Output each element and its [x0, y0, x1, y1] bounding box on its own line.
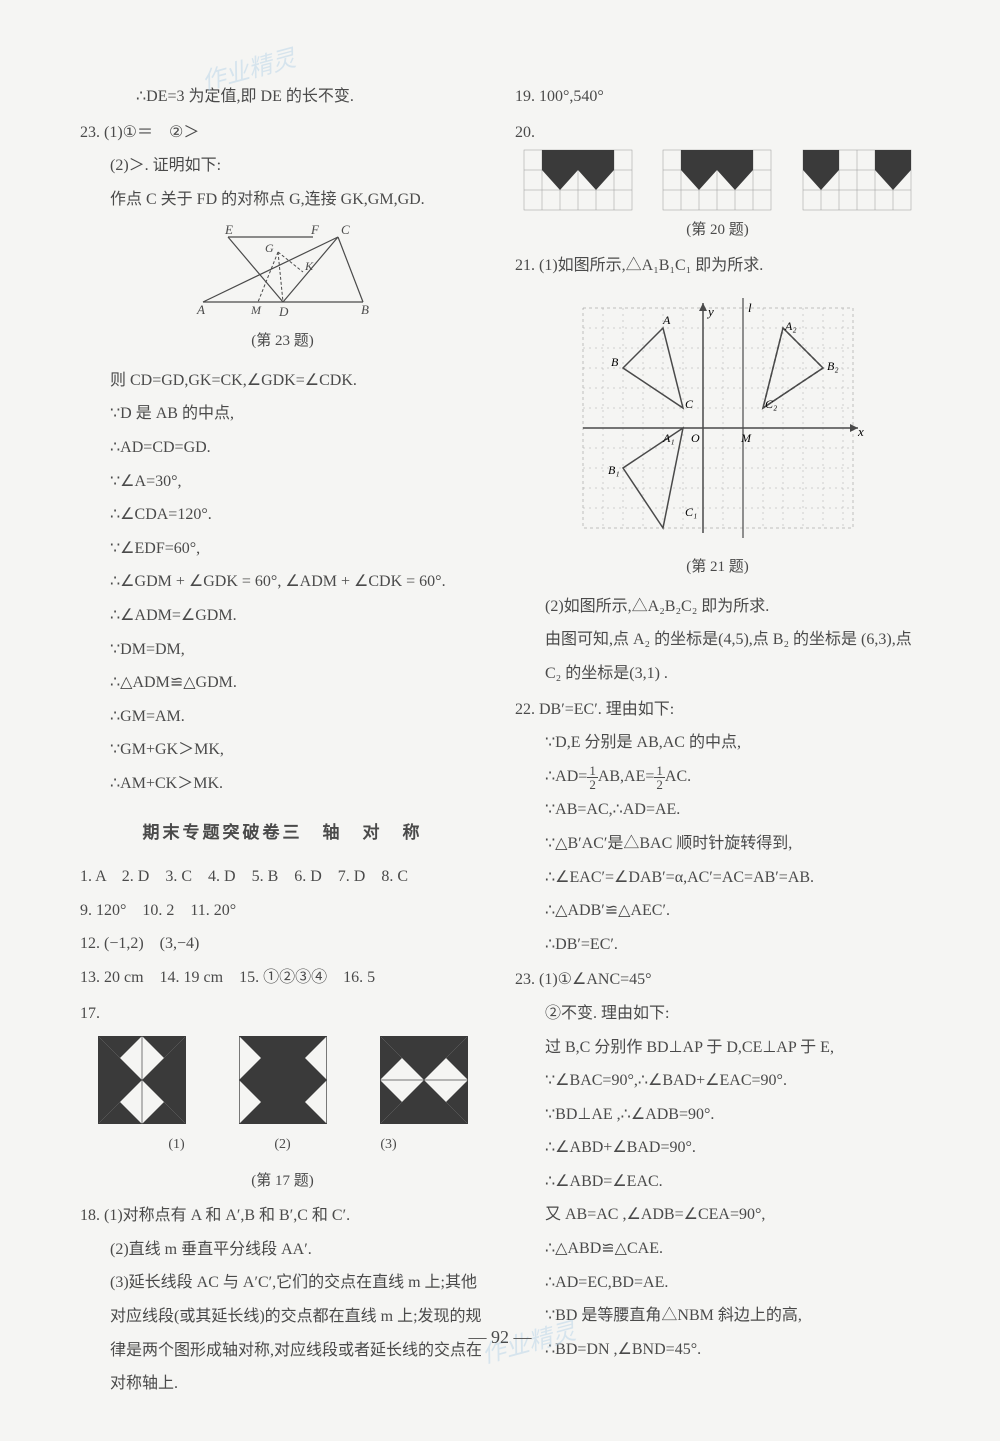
q21-num: 21. — [515, 257, 535, 274]
q23r-p7: ∴∠ABD=∠EAC. — [515, 1165, 920, 1199]
q23r-p6: ∴∠ABD+∠BAD=90°. — [515, 1131, 920, 1165]
line-de: ∴DE=3 为定值,即 DE 的长不变. — [80, 80, 485, 114]
svg-text:E: E — [224, 222, 233, 237]
q23r-p10: ∴AD=EC,BD=AE. — [515, 1266, 920, 1300]
q21-block: 21. (1)如图所示,△A₁B₁C₁ 即为所求. — [515, 249, 920, 283]
answers-row4: 13. 20 cm 14. 19 cm 15. ①②③④ 16. 5 — [80, 961, 485, 995]
svg-text:A: A — [196, 302, 205, 317]
q18-p1: (1)对称点有 A 和 A′,B 和 B′,C 和 C′. — [104, 1207, 350, 1224]
q18-p2: (2)直线 m 垂直平分线段 AA′. — [80, 1233, 485, 1267]
q17-labels: (1) (2) (3) — [80, 1130, 485, 1159]
svg-text:A₂: A₂ — [784, 319, 797, 333]
q21-p3: 由图可知,点 A₂ 的坐标是(4,5),点 B₂ 的坐标是 (6,3),点 C₂… — [515, 623, 920, 690]
q22-p7: ∴△ADB′≌△AEC′. — [515, 894, 920, 928]
q23-fig-caption: (第 23 题) — [80, 326, 485, 358]
svg-text:A₁: A₁ — [662, 431, 675, 445]
q23r-p3: 过 B,C 分别作 BD⊥AP 于 D,CE⊥AP 于 E, — [515, 1031, 920, 1065]
q23-p6: ∵∠EDF=60°, — [80, 532, 485, 566]
q23r-p1: (1)①∠ANC=45° — [539, 971, 652, 988]
q23-part2: (2)＞. 证明如下: — [80, 149, 485, 183]
q17-figures — [80, 1036, 485, 1124]
q23-p1: 则 CD=GD,GK=CK,∠GDK=∠CDK. — [80, 364, 485, 398]
q22-num: 22. — [515, 701, 535, 718]
q23-part1: (1)①＝ ②＞ — [104, 124, 199, 141]
q23-p9: ∵DM=DM, — [80, 633, 485, 667]
q23-p3: ∴AD=CD=GD. — [80, 431, 485, 465]
q20-num: 20. — [515, 124, 535, 141]
q23-p10: ∴△ADM≌△GDM. — [80, 666, 485, 700]
svg-text:B: B — [361, 302, 369, 317]
q17-num: 17. — [80, 1005, 100, 1022]
q22-p5: ∵△B′AC′是△BAC 顺时针旋转得到, — [515, 827, 920, 861]
right-column: 19. 100°,540° 20. — [515, 80, 920, 1401]
svg-text:C: C — [341, 222, 350, 237]
page-number: — 92 — — [0, 1327, 1000, 1348]
q22-block: 22. DB′=EC′. 理由如下: — [515, 693, 920, 727]
svg-text:B₁: B₁ — [608, 463, 620, 477]
q20-block: 20. — [515, 116, 920, 150]
q23r-p8: 又 AB=AC ,∠ADB=∠CEA=90°, — [515, 1198, 920, 1232]
q23-p4: ∵∠A=30°, — [80, 465, 485, 499]
q23-p8: ∴∠ADM=∠GDM. — [80, 599, 485, 633]
q21-p1: (1)如图所示,△A₁B₁C₁ 即为所求. — [539, 257, 763, 274]
q17-label-3: (3) — [345, 1130, 433, 1159]
q22-p1: DB′=EC′. 理由如下: — [539, 701, 674, 718]
svg-text:x: x — [857, 424, 864, 439]
q23-step1: 作点 C 关于 FD 的对称点 G,连接 GK,GM,GD. — [80, 183, 485, 217]
svg-text:l: l — [748, 300, 752, 315]
q18-num: 18. — [80, 1207, 100, 1224]
svg-text:B₂: B₂ — [827, 359, 839, 373]
q18-block: 18. (1)对称点有 A 和 A′,B 和 B′,C 和 C′. — [80, 1199, 485, 1233]
q23-figure: E F C G K A M D B (第 23 题) — [80, 222, 485, 358]
q22-p8: ∴DB′=EC′. — [515, 928, 920, 962]
q22-p3: ∴AD=12AB,AE=12AC. — [515, 760, 920, 794]
svg-text:M: M — [740, 431, 752, 445]
q23-p5: ∴∠CDA=120°. — [80, 498, 485, 532]
answers-row2: 9. 120° 10. 2 11. 20° — [80, 894, 485, 928]
page-content: ∴DE=3 为定值,即 DE 的长不变. 23. (1)①＝ ②＞ (2)＞. … — [60, 0, 940, 1441]
q22-p4: ∵AB=AC,∴AD=AE. — [515, 793, 920, 827]
svg-text:O: O — [691, 431, 700, 445]
svg-text:F: F — [310, 222, 320, 237]
q23r-p2: ②不变. 理由如下: — [515, 997, 920, 1031]
q20-figures — [515, 149, 920, 211]
svg-text:B: B — [611, 355, 619, 369]
q21-p2: (2)如图所示,△A₂B₂C₂ 即为所求. — [515, 590, 920, 624]
q23-p7: ∴∠GDM + ∠GDK = 60°, ∠ADM + ∠CDK = 60°. — [80, 565, 485, 599]
section-title: 期末专题突破卷三 轴 对 称 — [80, 815, 485, 851]
q22-p2: ∵D,E 分别是 AB,AC 的中点, — [515, 726, 920, 760]
answers-row3: 12. (−1,2) (3,−4) — [80, 927, 485, 961]
q17-block: 17. — [80, 997, 485, 1031]
svg-text:C₂: C₂ — [765, 397, 777, 411]
q23r-p9: ∴△ABD≌△CAE. — [515, 1232, 920, 1266]
q23-p12: ∵GM+GK＞MK, — [80, 733, 485, 767]
q23-block: 23. (1)①＝ ②＞ — [80, 116, 485, 150]
svg-text:G: G — [265, 241, 274, 255]
svg-text:C: C — [685, 397, 694, 411]
q23-p13: ∴AM+CK＞MK. — [80, 767, 485, 801]
q17-label-1: (1) — [133, 1130, 221, 1159]
q19: 19. 100°,540° — [515, 80, 920, 114]
svg-text:A: A — [662, 313, 671, 327]
svg-text:K: K — [304, 259, 314, 273]
left-column: ∴DE=3 为定值,即 DE 的长不变. 23. (1)①＝ ②＞ (2)＞. … — [80, 80, 485, 1401]
q23-num: 23. — [80, 124, 100, 141]
q21-caption: (第 21 题) — [515, 552, 920, 584]
q23r-p4: ∵∠BAC=90°,∴∠BAD+∠EAC=90°. — [515, 1064, 920, 1098]
q17-label-2: (2) — [239, 1130, 327, 1159]
q21-figure: y l A A₂ B B₂ C C₂ A₁ O M x B₁ C₁ (第 21 … — [515, 288, 920, 584]
q17-caption: (第 17 题) — [80, 1166, 485, 1198]
q20-caption: (第 20 题) — [515, 215, 920, 247]
svg-text:M: M — [250, 303, 262, 317]
svg-text:D: D — [278, 304, 289, 319]
q23-p2: ∵D 是 AB 的中点, — [80, 397, 485, 431]
svg-text:y: y — [706, 304, 714, 319]
q23r-num: 23. — [515, 971, 535, 988]
q23-p11: ∴GM=AM. — [80, 700, 485, 734]
q23r-block: 23. (1)①∠ANC=45° — [515, 963, 920, 997]
answers-row1: 1. A 2. D 3. C 4. D 5. B 6. D 7. D 8. C — [80, 860, 485, 894]
svg-text:C₁: C₁ — [685, 505, 697, 519]
q23r-p5: ∵BD⊥AE ,∴∠ADB=90°. — [515, 1098, 920, 1132]
q22-p6: ∴∠EAC′=∠DAB′=α,AC′=AC=AB′=AB. — [515, 861, 920, 895]
